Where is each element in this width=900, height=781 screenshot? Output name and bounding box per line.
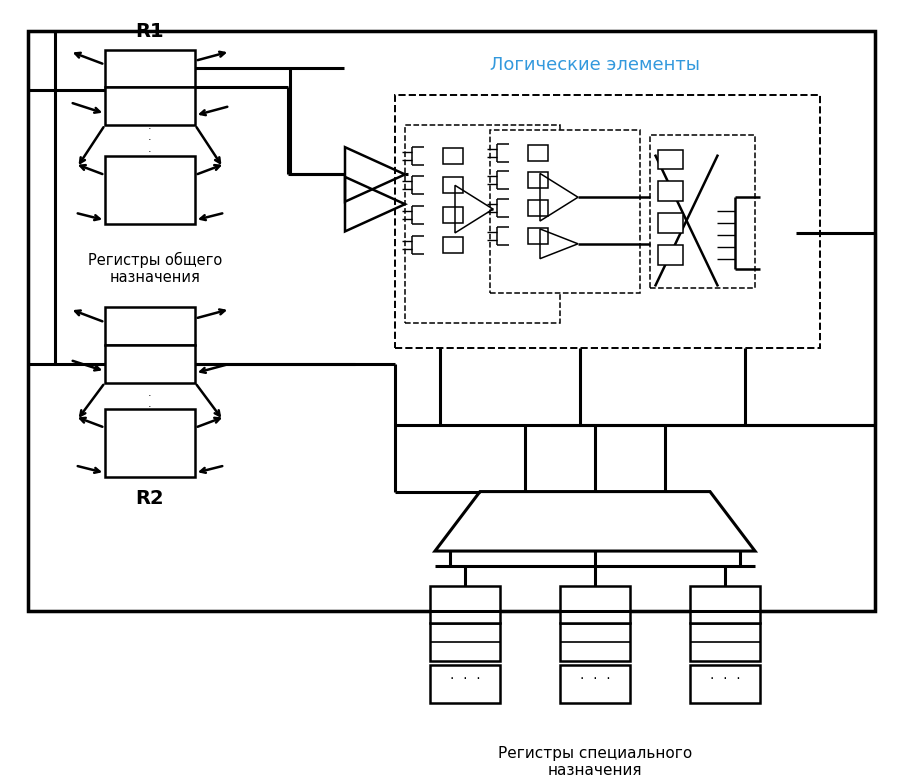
Bar: [560, 665, 630, 703]
Bar: [560, 586, 630, 623]
Bar: [443, 237, 463, 253]
Bar: [105, 49, 195, 87]
Bar: [430, 623, 500, 661]
Bar: [650, 135, 755, 288]
Bar: [430, 665, 500, 703]
Bar: [658, 150, 683, 169]
Text: R1: R1: [136, 22, 165, 41]
Bar: [527, 173, 547, 188]
Bar: [658, 213, 683, 233]
Bar: [658, 181, 683, 201]
Bar: [443, 177, 463, 193]
Text: Регистры специального
назначения: Регистры специального назначения: [498, 746, 692, 779]
Bar: [443, 148, 463, 163]
Bar: [560, 623, 630, 661]
Text: ·  ·  ·: · · ·: [450, 672, 481, 686]
Bar: [443, 207, 463, 223]
Bar: [658, 244, 683, 265]
Bar: [490, 130, 640, 294]
Bar: [527, 228, 547, 244]
Bar: [527, 200, 547, 216]
Bar: [690, 586, 760, 623]
Text: R2: R2: [136, 489, 165, 508]
Bar: [405, 125, 560, 323]
Text: ·  ·  ·: · · ·: [710, 672, 741, 686]
Bar: [395, 95, 820, 348]
Bar: [527, 144, 547, 161]
Bar: [690, 623, 760, 661]
Text: ·
·
·: · · ·: [148, 379, 152, 412]
Bar: [105, 156, 195, 224]
Text: Регистры общего
назначения: Регистры общего назначения: [88, 251, 222, 285]
Bar: [690, 665, 760, 703]
Bar: [430, 586, 500, 623]
Text: ·  ·  ·: · · ·: [580, 672, 610, 686]
Text: ·
·
·: · · ·: [148, 124, 152, 157]
Bar: [105, 87, 195, 125]
Bar: [28, 30, 875, 611]
Text: Логические элементы: Логические элементы: [490, 56, 700, 74]
Bar: [105, 345, 195, 383]
Bar: [105, 409, 195, 476]
Bar: [105, 307, 195, 345]
